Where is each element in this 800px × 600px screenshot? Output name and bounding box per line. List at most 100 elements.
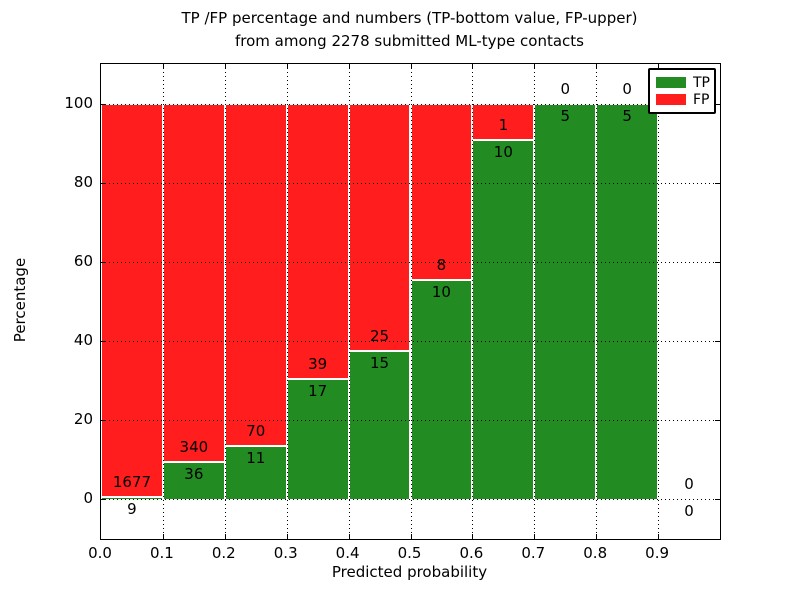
y-tick-mark bbox=[101, 341, 106, 343]
legend-item-tp: TP bbox=[656, 74, 710, 91]
bar-count-label-tp: 5 bbox=[560, 106, 571, 125]
tp-color-swatch bbox=[656, 77, 686, 88]
x-tick-mark bbox=[596, 534, 598, 539]
y-tick-mark-right bbox=[715, 103, 720, 105]
bar-segment-fp bbox=[224, 103, 287, 446]
bar-count-label-fp: 0 bbox=[560, 79, 571, 98]
y-tick-label: 0 bbox=[83, 489, 93, 508]
x-tick-mark bbox=[162, 534, 164, 539]
gridline-horizontal bbox=[101, 341, 720, 343]
x-tick-mark-top bbox=[596, 64, 598, 69]
bar-count-label-tp: 0 bbox=[684, 502, 694, 521]
bar-count-label-tp: 10 bbox=[431, 282, 451, 301]
gridline-horizontal bbox=[101, 420, 720, 422]
bar-segment-tp bbox=[534, 103, 597, 500]
bar-count-label-fp: 340 bbox=[179, 437, 209, 456]
bar-count-label-tp: 9 bbox=[127, 500, 137, 519]
bar-segment-fp bbox=[286, 103, 349, 380]
plot-area: TP FP 1677 9 340 36 70 11 39 17 25 15 8 10 1 10 0 5 0 5 0 0 bbox=[100, 63, 721, 540]
bar-count-label-fp: 70 bbox=[246, 421, 266, 440]
x-tick-label: 0.4 bbox=[335, 544, 360, 562]
bar-count-label-fp: 25 bbox=[370, 326, 390, 345]
y-tick-label: 60 bbox=[73, 251, 93, 270]
y-tick-label: 100 bbox=[64, 93, 93, 112]
legend-label-tp: TP bbox=[693, 74, 710, 91]
bar-count-label-tp: 17 bbox=[308, 382, 328, 401]
y-tick-mark-right bbox=[715, 341, 720, 343]
gridline-vertical bbox=[658, 64, 660, 539]
gridline-vertical bbox=[286, 64, 288, 539]
y-tick-mark bbox=[101, 420, 106, 422]
x-tick-mark bbox=[348, 534, 350, 539]
bar-count-label-fp: 1 bbox=[498, 115, 509, 134]
x-tick-mark bbox=[534, 534, 536, 539]
chart-title-line1: TP /FP percentage and numbers (TP-bottom… bbox=[181, 9, 638, 27]
x-tick-mark bbox=[224, 534, 226, 539]
bar-count-label-fp: 39 bbox=[308, 355, 328, 374]
bar-count-label-tp: 15 bbox=[370, 353, 390, 372]
y-tick-mark-right bbox=[715, 420, 720, 422]
x-tick-mark bbox=[472, 534, 474, 539]
y-tick-mark-right bbox=[715, 261, 720, 263]
x-tick-label: 0.8 bbox=[583, 544, 608, 562]
x-tick-label: 0.2 bbox=[211, 544, 236, 562]
x-tick-label: 0.5 bbox=[397, 544, 422, 562]
x-tick-mark-top bbox=[348, 64, 350, 69]
y-tick-mark bbox=[101, 499, 106, 501]
legend: TP FP bbox=[648, 68, 716, 114]
x-tick-mark-top bbox=[162, 64, 164, 69]
bar-segment-fp bbox=[410, 103, 473, 280]
bar-segment-tp bbox=[472, 139, 535, 500]
y-tick-label: 80 bbox=[73, 172, 93, 191]
y-tick-mark-right bbox=[715, 182, 720, 184]
bar-segment-fp bbox=[101, 103, 163, 498]
fp-color-swatch bbox=[656, 94, 686, 105]
legend-item-fp: FP bbox=[656, 91, 710, 108]
y-tick-mark-right bbox=[715, 499, 720, 501]
gridline-horizontal bbox=[101, 261, 720, 263]
y-tick-mark bbox=[101, 261, 106, 263]
x-tick-mark-top bbox=[472, 64, 474, 69]
gridline-vertical bbox=[472, 64, 474, 539]
gridline-vertical bbox=[410, 64, 412, 539]
bar-count-label-tp: 36 bbox=[184, 464, 204, 483]
bar-segment-tp bbox=[348, 350, 411, 500]
bar-count-label-fp: 1677 bbox=[112, 473, 152, 492]
bar-segment-fp bbox=[162, 103, 225, 462]
gridline-horizontal bbox=[101, 499, 720, 501]
y-tick-label: 40 bbox=[73, 331, 93, 350]
bar-count-label-fp: 0 bbox=[622, 79, 632, 98]
bar-segment-tp bbox=[286, 379, 349, 500]
bar-segment-tp bbox=[596, 103, 659, 500]
bar-count-label-fp: 8 bbox=[436, 255, 447, 274]
bar-segment-tp bbox=[410, 279, 473, 500]
y-tick-label: 20 bbox=[73, 410, 93, 429]
gridline-horizontal bbox=[101, 103, 720, 105]
chart-title-line2: from among 2278 submitted ML-type contac… bbox=[235, 32, 584, 50]
x-axis-label: Predicted probability bbox=[331, 563, 488, 581]
chart-title: TP /FP percentage and numbers (TP-bottom… bbox=[100, 7, 719, 53]
bar-segment-tp bbox=[101, 497, 163, 500]
gridline-horizontal bbox=[101, 182, 720, 184]
y-axis-label: Percentage bbox=[11, 257, 29, 343]
x-tick-label: 0.9 bbox=[645, 544, 670, 562]
x-tick-label: 0.3 bbox=[273, 544, 298, 562]
x-tick-mark bbox=[658, 534, 660, 539]
bar-count-label-tp: 5 bbox=[622, 106, 632, 125]
gridline-vertical bbox=[224, 64, 226, 539]
bar-segment-tp bbox=[224, 445, 287, 500]
x-tick-label: 0.6 bbox=[459, 544, 484, 562]
bar-count-label-tp: 10 bbox=[493, 142, 513, 161]
legend-label-fp: FP bbox=[693, 91, 710, 108]
gridline-vertical bbox=[596, 64, 598, 539]
bar-segment-fp bbox=[348, 103, 411, 351]
bar-count-label-tp: 11 bbox=[246, 448, 266, 467]
y-tick-mark bbox=[101, 103, 106, 105]
y-tick-mark bbox=[101, 182, 106, 184]
gridline-vertical bbox=[348, 64, 350, 539]
gridline-vertical bbox=[534, 64, 536, 539]
x-tick-label: 0.1 bbox=[149, 544, 174, 562]
x-tick-mark-top bbox=[534, 64, 536, 69]
x-tick-label: 0.7 bbox=[521, 544, 546, 562]
